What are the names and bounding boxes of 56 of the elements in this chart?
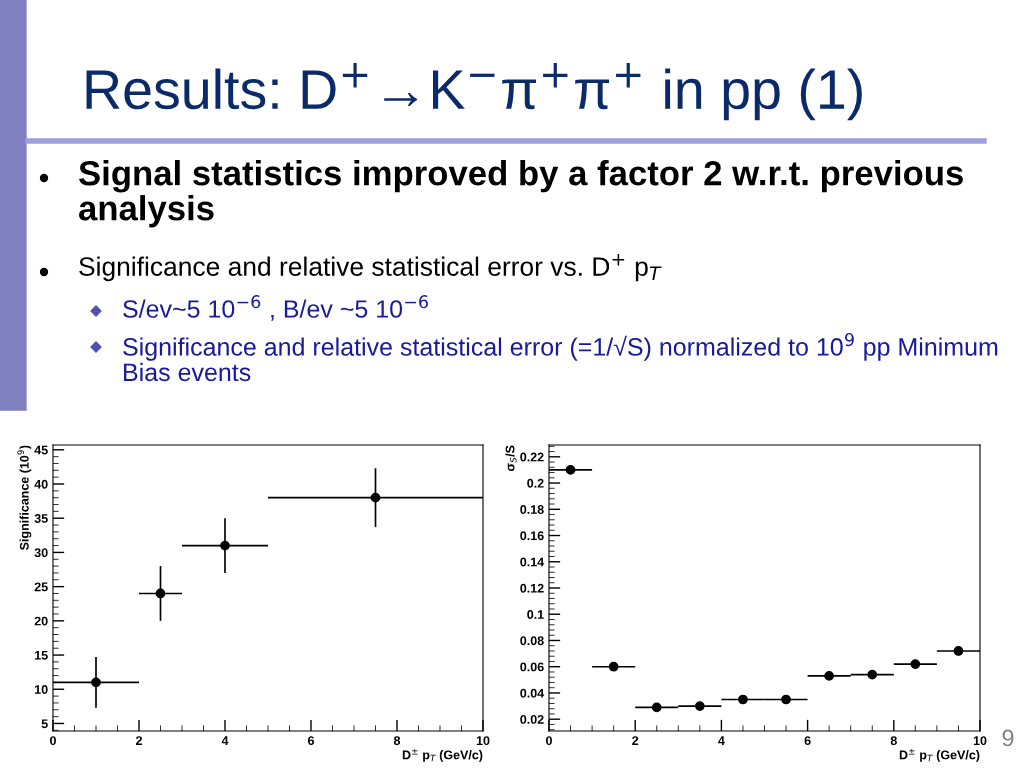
point [155,588,166,599]
x-tick-label: 0 [546,736,552,746]
point [91,677,101,688]
y-tick-label: 0.18 [520,505,544,514]
y-tick-label: 45 [34,445,48,455]
y-tick-label: 20 [34,616,48,626]
y-tick-label: 0.04 [520,688,545,698]
text: Significance and relative statistical error (=1/√S) normalized to 10$^{9}$ pp Minimum Bias events [123,333,998,382]
y-tick-label: 15 [35,650,48,660]
y-axis-title: σ$_{S}$/S [505,445,517,472]
y-tick-label: 0.14 [520,557,545,567]
point [781,694,791,705]
y-tick-label: 0.06 [520,662,544,672]
text: 9 [1002,729,1014,747]
point [565,465,576,475]
text: Signal statistics improved by a factor 2 w.r.t. previous analysis [79,160,963,228]
y-tick-label: 5 [41,719,48,729]
x-axis-title: D$^{±}$ p$_{T}$ (GeV/c) [899,748,980,762]
x-tick-label: 8 [890,736,897,746]
y-tick-label: 0.22 [520,452,544,462]
point [694,701,705,711]
x-tick-label: 4 [221,736,229,745]
point [370,492,381,503]
x-tick-label: 4 [718,736,725,745]
x-tick-label: 10 [476,736,490,746]
y-tick-label: 0.02 [520,714,544,724]
chart-title: Results: D$^{+}$→K$^{−}$π$^{+}$π$^{+}$ in pp (1) [86,63,862,121]
point [220,540,230,551]
point [910,659,921,669]
x-tick-label: 6 [804,736,811,746]
x-tick-label: 10 [973,736,987,746]
y-tick-label: 40 [34,479,48,489]
y-tick-label: 0.1 [527,610,544,619]
y-tick-label: 10 [35,685,48,694]
x-tick-label: 2 [632,736,639,745]
text: Significance and relative statistical error vs. D$^{+}$ p$_{T}$ [79,254,662,282]
y-tick-label: 35 [34,514,48,523]
text: S/ev~5 10$^{−6}$ , B/ev ~5 10$^{−6}$ [123,295,428,321]
point [738,694,748,705]
x-tick-label: 0 [50,736,56,746]
y-axis-title: Significance (10$^{9}$) [17,445,32,551]
point [651,702,662,713]
y-tick-label: 0.08 [520,636,544,646]
point [608,661,619,672]
y-tick-label: 0.16 [520,531,544,541]
y-tick-label: 25 [34,582,48,592]
point [824,671,835,681]
point [867,669,878,680]
point [953,646,964,656]
x-tick-label: 8 [393,736,401,746]
x-axis-title: D$^{±}$ p$_{T}$ (GeV/c) [402,748,483,762]
x-tick-label: 2 [135,736,142,745]
y-tick-label: 0.2 [527,478,544,488]
y-tick-label: 0.12 [520,583,544,593]
x-tick-label: 6 [307,736,315,746]
y-tick-label: 30 [34,548,48,558]
